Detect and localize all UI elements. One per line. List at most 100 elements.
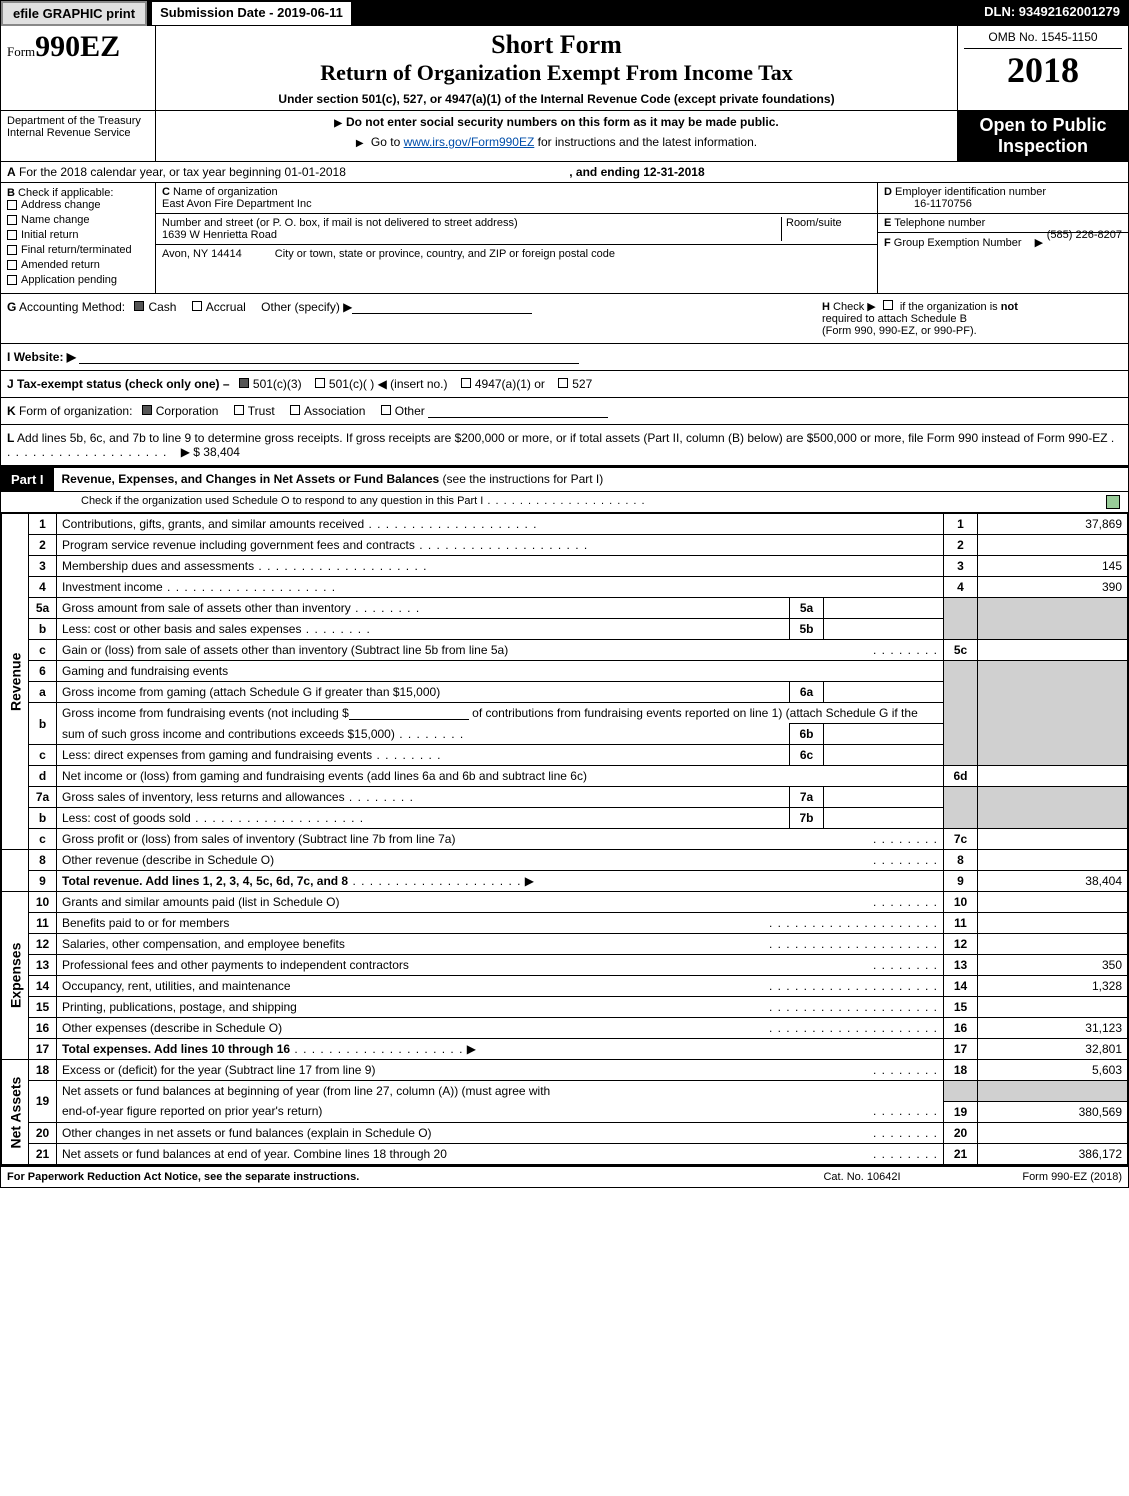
- c-name-row: C Name of organization East Avon Fire De…: [156, 183, 877, 214]
- shaded-cell: [978, 661, 1128, 766]
- schedule-o-checkbox[interactable]: [1106, 495, 1120, 509]
- k-text: Form of organization:: [19, 404, 132, 418]
- inner-box: 6c: [790, 745, 824, 766]
- row-num: 7a: [29, 787, 57, 808]
- row-desc: Total revenue. Add lines 1, 2, 3, 4, 5c,…: [62, 874, 348, 888]
- shaded-cell: [944, 661, 978, 766]
- row-amt: 386,172: [978, 1143, 1128, 1164]
- revenue-side-label: Revenue: [2, 514, 29, 850]
- chk-4947[interactable]: [461, 378, 471, 388]
- row-amt: [978, 766, 1128, 787]
- shaded-cell: [978, 598, 1128, 640]
- part1-header: Part I Revenue, Expenses, and Changes in…: [1, 466, 1128, 492]
- chk-name-change[interactable]: Name change: [7, 214, 149, 226]
- k-opt4: Other: [395, 404, 425, 418]
- checkbox-icon: [7, 245, 17, 255]
- c-name-value: East Avon Fire Department Inc: [162, 198, 312, 210]
- chk-cash[interactable]: [134, 301, 144, 311]
- row-desc: Salaries, other compensation, and employ…: [62, 937, 345, 951]
- chk-corp[interactable]: [142, 405, 152, 415]
- j-opt3: 4947(a)(1) or: [475, 377, 545, 391]
- row-amt: [978, 913, 1128, 934]
- chk-h[interactable]: [883, 300, 893, 310]
- blank-line: [349, 708, 469, 720]
- shaded-cell: [978, 787, 1128, 829]
- dept-line2: Internal Revenue Service: [7, 127, 149, 139]
- row-box: 8: [944, 850, 978, 871]
- k-other-line: [428, 406, 608, 418]
- row-num: 4: [29, 577, 57, 598]
- chk-501c[interactable]: [315, 378, 325, 388]
- row-box: 2: [944, 535, 978, 556]
- table-row: 17 Total expenses. Add lines 10 through …: [2, 1039, 1128, 1060]
- row-desc-1: Gross income from fundraising events (no…: [62, 706, 349, 720]
- table-row: Net Assets 18 Excess or (deficit) for th…: [2, 1060, 1128, 1081]
- g-accrual: Accrual: [206, 300, 246, 314]
- table-row: Expenses 10 Grants and similar amounts p…: [2, 892, 1128, 913]
- d-value: 16-1170756: [914, 198, 972, 210]
- inner-amt: [824, 745, 944, 766]
- row-num: b: [29, 619, 57, 640]
- row-amt: [978, 850, 1128, 871]
- row-box: 11: [944, 913, 978, 934]
- open-to-public: Open to Public Inspection: [958, 111, 1128, 161]
- chk-initial-return[interactable]: Initial return: [7, 229, 149, 241]
- row-desc: Excess or (deficit) for the year (Subtra…: [62, 1063, 375, 1077]
- h-not: not: [1001, 301, 1018, 313]
- return-title: Return of Organization Exempt From Incom…: [162, 60, 951, 86]
- row-desc-2: end-of-year figure reported on prior yea…: [62, 1104, 322, 1118]
- efile-print-button[interactable]: efile GRAPHIC print: [1, 1, 147, 26]
- row-desc: Less: cost of goods sold: [62, 811, 191, 825]
- label-d: D: [884, 186, 892, 198]
- chk-final-return[interactable]: Final return/terminated: [7, 244, 149, 256]
- irs-link[interactable]: www.irs.gov/Form990EZ: [404, 135, 535, 149]
- col-c: C Name of organization East Avon Fire De…: [156, 183, 878, 293]
- omb-number: OMB No. 1545-1150: [964, 30, 1122, 49]
- table-row: 2 Program service revenue including gove…: [2, 535, 1128, 556]
- footer-right: Form 990-EZ (2018): [962, 1171, 1122, 1183]
- chk-527[interactable]: [558, 378, 568, 388]
- part1-title-paren: (see the instructions for Part I): [439, 472, 603, 486]
- h-text2: if the organization is: [900, 301, 998, 313]
- chk-address-change[interactable]: Address change: [7, 199, 149, 211]
- row-num: a: [29, 682, 57, 703]
- chk-application-pending[interactable]: Application pending: [7, 274, 149, 286]
- chk-assoc[interactable]: [290, 405, 300, 415]
- row-desc: Printing, publications, postage, and shi…: [62, 1000, 297, 1014]
- inner-amt: [824, 619, 944, 640]
- chk-trust[interactable]: [234, 405, 244, 415]
- row-desc: Gross amount from sale of assets other t…: [62, 601, 351, 615]
- row-box: 3: [944, 556, 978, 577]
- chk-other[interactable]: [381, 405, 391, 415]
- table-row: 20 Other changes in net assets or fund b…: [2, 1122, 1128, 1143]
- c-city-label: City or town, state or province, country…: [275, 248, 615, 260]
- notice-goto-pre: Go to: [371, 135, 404, 149]
- inner-amt: [824, 682, 944, 703]
- page-footer: For Paperwork Reduction Act Notice, see …: [1, 1165, 1128, 1187]
- d-row: D Employer identification number 16-1170…: [878, 183, 1128, 214]
- row-desc: Grants and similar amounts paid (list in…: [62, 895, 339, 909]
- table-row: 9 Total revenue. Add lines 1, 2, 3, 4, 5…: [2, 871, 1128, 892]
- table-row: 21 Net assets or fund balances at end of…: [2, 1143, 1128, 1164]
- row-desc: Contributions, gifts, grants, and simila…: [62, 517, 364, 531]
- row-num: 20: [29, 1122, 57, 1143]
- form-id-cell: Form990EZ: [1, 26, 156, 110]
- row-box: 16: [944, 1018, 978, 1039]
- table-row: 15 Printing, publications, postage, and …: [2, 997, 1128, 1018]
- chk-amended-return[interactable]: Amended return: [7, 259, 149, 271]
- row-desc: Gross sales of inventory, less returns a…: [62, 790, 345, 804]
- a-text1: For the 2018 calendar year, or tax year …: [19, 165, 346, 179]
- table-row: c Gain or (loss) from sale of assets oth…: [2, 640, 1128, 661]
- chk-501c3[interactable]: [239, 378, 249, 388]
- row-box: 20: [944, 1122, 978, 1143]
- row-num: 10: [29, 892, 57, 913]
- shaded-cell: [944, 598, 978, 640]
- form-prefix: Form: [7, 44, 35, 59]
- netassets-side-label: Net Assets: [2, 1060, 29, 1165]
- row-desc: Net income or (loss) from gaming and fun…: [62, 769, 587, 783]
- row-num: 1: [29, 514, 57, 535]
- chk-accrual[interactable]: [192, 301, 202, 311]
- row-amt: 390: [978, 577, 1128, 598]
- row-num: 16: [29, 1018, 57, 1039]
- table-row: 11 Benefits paid to or for members 11: [2, 913, 1128, 934]
